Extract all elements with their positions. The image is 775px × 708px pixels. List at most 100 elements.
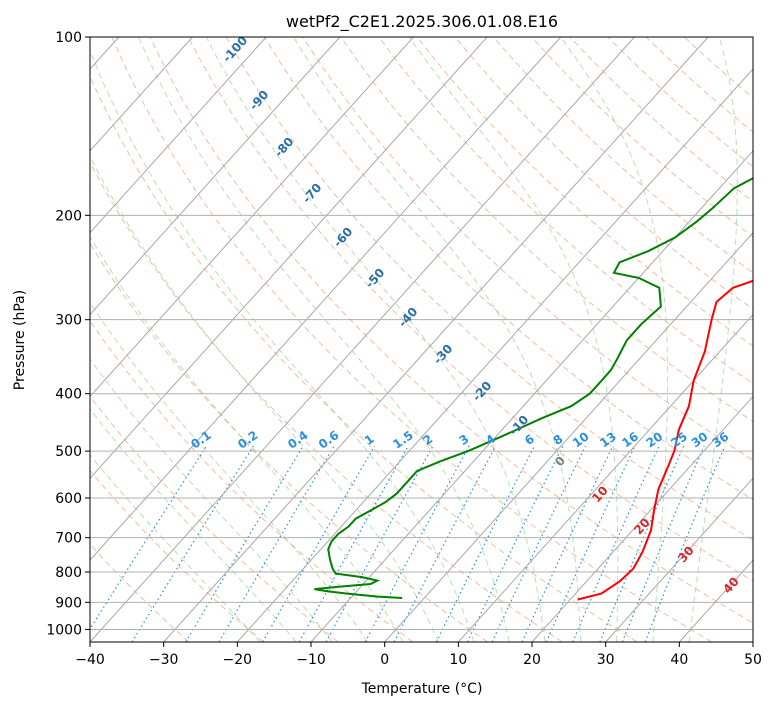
isotherm-line: [457, 313, 753, 642]
x-tick-label: 0: [380, 652, 389, 668]
isotherm-line: [90, 37, 562, 561]
mixing-ratio-line: [185, 445, 304, 642]
background-lines: [90, 37, 753, 642]
x-tick-label: 30: [597, 652, 615, 668]
sounding-profiles: [314, 177, 753, 601]
moist-adiabat: [90, 453, 261, 642]
y-tick-label: 700: [55, 531, 82, 547]
isotherm-label: -80: [272, 135, 297, 160]
isotherm-line: [752, 641, 753, 642]
temperature-profile: [577, 279, 753, 601]
x-tick-label: −10: [296, 652, 326, 668]
isotherm-line: [384, 231, 753, 642]
mixing-ratio-line: [621, 445, 705, 642]
y-tick-label: 900: [55, 595, 82, 611]
moist-adiabat: [205, 37, 546, 642]
isotherm-label: -40: [396, 305, 421, 330]
isotherm-line: [90, 37, 341, 316]
mixing-ratio-label: 25: [668, 429, 690, 450]
x-tick-label: 40: [670, 652, 688, 668]
mixing-ratio-line: [521, 445, 614, 642]
mixing-ratio-label: 16: [619, 429, 641, 450]
y-tick-label: 800: [55, 565, 82, 581]
isotherm-line: [163, 37, 709, 642]
isotherm-label: 0: [552, 454, 568, 470]
dry-adiabat: [683, 37, 753, 99]
isotherm-line: [90, 37, 414, 398]
y-tick-label: 600: [55, 491, 82, 507]
moist-adiabat: [90, 408, 297, 642]
x-tick-label: −20: [223, 652, 253, 668]
x-tick-label: −40: [75, 652, 105, 668]
dry-adiabat: [90, 320, 414, 642]
isotherm-line: [90, 37, 488, 480]
isotherm-label: -50: [363, 266, 388, 291]
isotherm-label: -60: [331, 225, 356, 250]
isotherm-label: -30: [431, 342, 456, 367]
mixing-ratio-line: [491, 445, 587, 642]
mixing-ratio-line: [572, 445, 660, 642]
chart-title: wetPf2_C2E1.2025.306.01.08.E16: [286, 12, 558, 32]
dry-adiabat: [454, 37, 753, 310]
moist-adiabat: [90, 358, 333, 642]
moist-adiabat: [90, 301, 369, 642]
plot-frame: [89, 36, 754, 643]
isotherm-label: 10: [589, 483, 611, 505]
dry-adiabat: [90, 161, 563, 642]
mixing-ratio-label: 36: [710, 429, 732, 450]
isotherm-lines: [90, 37, 753, 642]
dry-adiabats: [90, 37, 753, 642]
y-tick-label: 300: [55, 313, 82, 329]
mixing-ratio-line: [218, 445, 335, 642]
mixing-ratio-label: 8: [551, 432, 566, 448]
mixing-ratio-label: 3: [457, 432, 472, 448]
moist-adiabat: [90, 235, 404, 642]
mixing-ratio-line: [466, 445, 564, 642]
dry-adiabat: [90, 469, 264, 642]
pressure-grid: [90, 37, 753, 630]
mixing-ratio-label: 1: [362, 432, 377, 448]
y-tick-label: 200: [55, 208, 82, 224]
x-tick-label: −30: [149, 652, 179, 668]
dry-adiabat: [645, 37, 753, 133]
dry-adiabat: [493, 37, 753, 274]
dry-adiabat: [90, 395, 339, 642]
isotherm-label: -20: [470, 379, 495, 404]
x-tick-label: 10: [449, 652, 467, 668]
isotherm-line: [531, 395, 753, 642]
mixing-ratio-line: [364, 445, 470, 642]
mixing-ratio-label: 0.2: [235, 428, 260, 452]
mixing-ratio-line: [599, 445, 685, 642]
dry-adiabat: [149, 37, 753, 624]
mixing-ratio-line: [644, 445, 726, 642]
mixing-ratio-label: 0.4: [285, 428, 310, 452]
dry-adiabat: [90, 543, 190, 642]
moist-adiabat: [138, 37, 510, 642]
isotherm-label: -70: [300, 181, 325, 206]
moist-adiabat: [560, 37, 669, 642]
isotherm-line: [90, 37, 267, 234]
moist-adiabat: [688, 37, 738, 642]
y-tick-label: 500: [55, 444, 82, 460]
isotherm-line: [90, 37, 193, 152]
isotherm-line: [605, 477, 753, 642]
moist-adiabats: [90, 37, 738, 642]
isotherm-line: [90, 37, 635, 642]
x-tick-label: 50: [744, 652, 762, 668]
isotherm-line: [236, 68, 753, 642]
y-tick-label: 100: [55, 30, 82, 46]
isotherm-line: [310, 150, 753, 642]
y-axis: 100 200 300 400 500 600 700 800 900 1000: [46, 30, 90, 638]
y-axis-label: Pressure (hPa): [12, 290, 28, 390]
dry-adiabat: [416, 37, 753, 347]
y-tick-label: 400: [55, 387, 82, 403]
dry-adiabat: [531, 37, 753, 238]
moist-adiabat: [293, 37, 582, 642]
isotherm-label: -90: [247, 88, 272, 113]
mixing-ratio-label: 13: [597, 429, 619, 450]
mixing-ratio-line: [131, 445, 255, 642]
mixing-ratio-label: 2: [420, 432, 435, 448]
dry-adiabat: [90, 242, 488, 642]
mixing-ratio-label: 6: [522, 432, 537, 448]
